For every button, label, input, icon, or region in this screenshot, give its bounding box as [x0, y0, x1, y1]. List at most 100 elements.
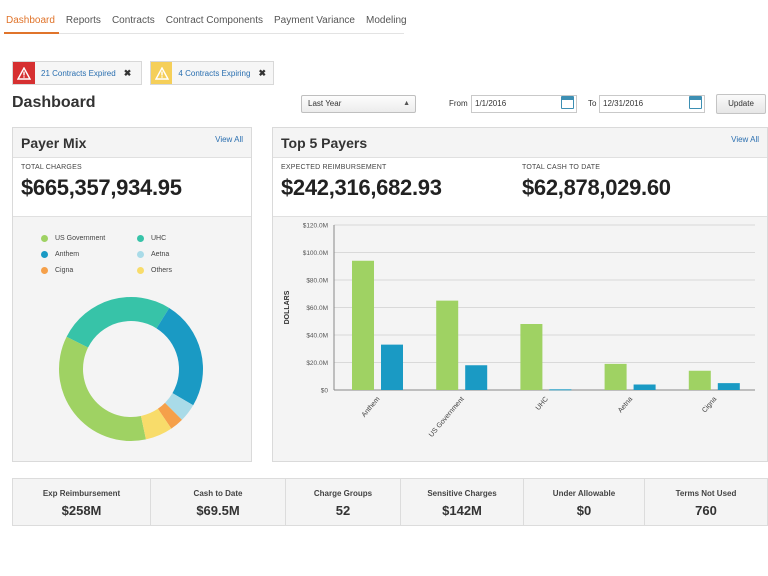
- y-tick-label: $80.0M: [306, 278, 328, 285]
- bar[interactable]: [352, 260, 374, 390]
- close-icon[interactable]: ✖: [258, 67, 266, 78]
- from-label: From: [449, 99, 468, 108]
- calendar-icon[interactable]: [561, 96, 574, 109]
- top-nav: Dashboard Reports Contracts Contract Com…: [0, 0, 768, 34]
- to-date-input[interactable]: 12/31/2016: [599, 95, 705, 113]
- cash-to-date-label: TOTAL CASH TO DATE: [522, 164, 601, 171]
- donut-slice[interactable]: [156, 307, 203, 406]
- y-tick-label: $100.0M: [303, 250, 328, 257]
- bar[interactable]: [520, 324, 543, 390]
- kpi-value: $0: [576, 503, 592, 518]
- kpi-sensitive-charges: Sensitive Charges $142M: [401, 479, 524, 525]
- update-button[interactable]: Update: [716, 94, 766, 114]
- tab-contract-components[interactable]: Contract Components: [165, 15, 264, 26]
- legend-label: US Government: [55, 235, 106, 242]
- kpi-exp-reimbursement: Exp Reimbursement $258M: [13, 479, 151, 525]
- tab-modeling[interactable]: Modeling: [365, 15, 407, 26]
- bar[interactable]: [436, 300, 459, 390]
- legend-label: UHC: [151, 235, 167, 242]
- warning-icon: [151, 62, 173, 84]
- expected-reimbursement-label: EXPECTED REIMBURSEMENT: [281, 164, 387, 171]
- kpi-value: 52: [335, 503, 351, 518]
- legend-swatch: [41, 251, 48, 258]
- y-axis-label: DOLLARS: [284, 290, 291, 324]
- bar[interactable]: [549, 389, 572, 391]
- to-label: To: [588, 99, 597, 108]
- legend-label: Anthem: [55, 251, 80, 258]
- panel-title: Payer Mix: [21, 135, 87, 151]
- expiring-contracts-alert[interactable]: 4 Contracts Expiring ✖: [150, 61, 274, 85]
- panel-header: Payer Mix View All: [13, 128, 251, 158]
- bar[interactable]: [717, 383, 740, 390]
- legend-item: Cigna: [41, 267, 73, 274]
- legend-swatch: [41, 235, 48, 242]
- bar[interactable]: [465, 365, 488, 390]
- date-range-value: Last Year: [308, 99, 342, 108]
- legend-swatch: [41, 267, 48, 274]
- kpi-cash-to-date: Cash to Date $69.5M: [151, 479, 286, 525]
- kpi-value: $258M: [61, 503, 102, 518]
- view-all-link[interactable]: View All: [731, 135, 759, 144]
- bar[interactable]: [688, 370, 711, 390]
- top-payers-chart-area: $0 $20.0M $40.0M $60.0M $80.0M $100.0M $120.0M…: [273, 216, 767, 461]
- select-arrows-icon: ▲: [403, 100, 410, 107]
- bar[interactable]: [381, 344, 403, 390]
- kpi-label: Terms Not Used: [675, 489, 737, 498]
- donut-slice[interactable]: [157, 402, 182, 429]
- x-tick-label: UHC: [535, 396, 550, 412]
- kpi-label: Cash to Date: [193, 489, 243, 498]
- donut-slice[interactable]: [164, 393, 194, 420]
- top-payers-panel: Top 5 Payers View All EXPECTED REIMBURSE…: [272, 127, 768, 462]
- payer-mix-chart-area: US Government UHC Anthem Aetna Cigna Oth…: [13, 216, 251, 461]
- y-tick-label: $60.0M: [306, 305, 328, 312]
- legend-label: Aetna: [151, 251, 170, 258]
- tab-contracts[interactable]: Contracts: [111, 15, 155, 26]
- alert-text[interactable]: 21 Contracts Expired: [41, 68, 116, 78]
- from-date-input[interactable]: 1/1/2016: [471, 95, 577, 113]
- legend-item: Others: [137, 267, 172, 274]
- tab-payment-variance[interactable]: Payment Variance: [274, 15, 355, 26]
- legend-item: UHC: [137, 235, 166, 242]
- warning-icon: [13, 62, 35, 84]
- cash-to-date-value: $62,878,029.60: [522, 175, 671, 200]
- legend-item: Aetna: [137, 251, 169, 258]
- kpi-terms-not-used: Terms Not Used 760: [645, 479, 767, 525]
- expected-reimbursement-value: $242,316,682.93: [281, 175, 442, 200]
- expired-contracts-alert[interactable]: 21 Contracts Expired ✖: [12, 61, 142, 85]
- legend-swatch: [137, 251, 144, 258]
- legend-label: Cigna: [55, 267, 74, 274]
- legend-item: Anthem: [41, 251, 79, 258]
- bar[interactable]: [604, 363, 627, 390]
- y-tick-label: $120.0M: [303, 223, 328, 230]
- tab-dashboard[interactable]: Dashboard: [4, 12, 59, 34]
- kpi-value: $142M: [442, 503, 482, 518]
- top-payers-bar-chart: $0 $20.0M $40.0M $60.0M $80.0M $100.0M $120.0M…: [284, 223, 755, 439]
- y-tick-label: $40.0M: [306, 333, 328, 340]
- view-all-link[interactable]: View All: [215, 135, 243, 144]
- calendar-icon[interactable]: [689, 96, 702, 109]
- x-tick-label: US Government: [428, 396, 466, 439]
- y-tick-label: $0: [321, 388, 329, 395]
- kpi-label: Under Allowable: [552, 489, 616, 498]
- total-charges-value: $665,357,934.95: [21, 175, 182, 200]
- x-tick-label: Cigna: [701, 396, 718, 415]
- date-range-select[interactable]: Last Year ▲: [301, 95, 416, 113]
- donut-slice[interactable]: [140, 408, 172, 440]
- kpi-label: Charge Groups: [313, 489, 373, 498]
- kpi-value: $69.5M: [196, 503, 240, 518]
- close-icon[interactable]: ✖: [123, 67, 132, 78]
- kpi-label: Exp Reimbursement: [42, 489, 121, 498]
- legend-swatch: [137, 267, 144, 274]
- donut-slice[interactable]: [59, 336, 146, 441]
- panel-header: Top 5 Payers View All: [273, 128, 767, 158]
- total-charges-label: TOTAL CHARGES: [21, 164, 82, 171]
- alert-text[interactable]: 4 Contracts Expiring: [178, 68, 251, 78]
- payer-mix-donut-chart: [59, 297, 203, 441]
- donut-slice[interactable]: [66, 297, 170, 348]
- kpi-under-allowable: Under Allowable $0: [524, 479, 645, 525]
- kpi-bar: Exp Reimbursement $258M Cash to Date $69…: [12, 478, 768, 526]
- tab-reports[interactable]: Reports: [65, 15, 101, 26]
- legend-label: Others: [151, 267, 173, 274]
- bar[interactable]: [633, 384, 656, 391]
- kpi-label: Sensitive Charges: [427, 489, 497, 498]
